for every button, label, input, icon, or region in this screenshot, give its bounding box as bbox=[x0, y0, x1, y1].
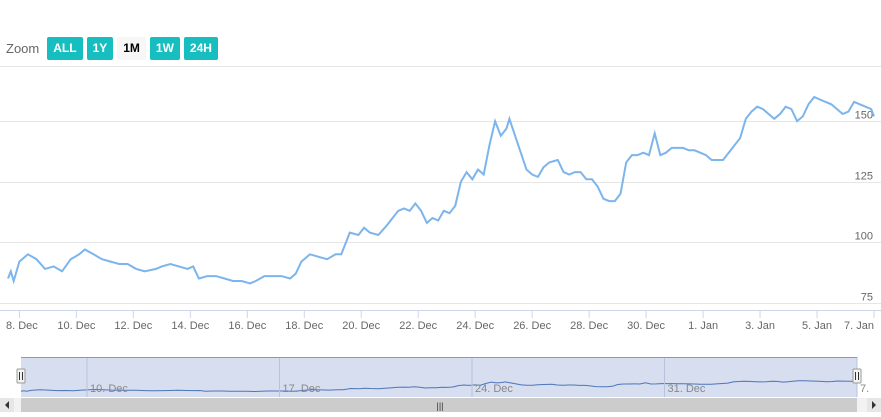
navigator-tick-label: 31. Dec bbox=[668, 383, 706, 395]
x-tick-label: 14. Dec bbox=[171, 320, 209, 332]
x-tick-label: 5. Jan bbox=[802, 320, 832, 332]
navigator-tick-label: 7. bbox=[860, 383, 869, 395]
navigator-tick-label: 24. Dec bbox=[475, 383, 513, 395]
zoom-all-button[interactable]: ALL bbox=[47, 36, 83, 60]
x-tick-label: 18. Dec bbox=[285, 320, 323, 332]
x-tick-label: 24. Dec bbox=[456, 320, 494, 332]
scrollbar-grip[interactable]: ||| bbox=[436, 401, 443, 411]
x-tick-label: 28. Dec bbox=[570, 320, 608, 332]
x-tick-label: 3. Jan bbox=[745, 320, 775, 332]
y-tick-label: 125 bbox=[855, 171, 873, 183]
x-axis: 8. Dec 10. Dec 12. Dec 14. Dec 16. Dec 18. De… bbox=[0, 310, 881, 332]
x-tick-label: 7. Jan bbox=[844, 320, 874, 332]
navigator-tick-label: 17. Dec bbox=[283, 383, 321, 395]
navigator-right-handle[interactable] bbox=[852, 368, 862, 384]
grid-lines bbox=[0, 66, 881, 304]
y-tick-label: 100 bbox=[855, 231, 873, 243]
price-series-line bbox=[7, 95, 875, 285]
x-tick-label: 30. Dec bbox=[627, 320, 665, 332]
zoom-1m-button[interactable]: 1M bbox=[117, 36, 146, 60]
zoom-24h-button[interactable]: 24H bbox=[183, 36, 218, 60]
y-axis: 75 100 125 150 bbox=[855, 110, 873, 304]
zoom-label: Zoom bbox=[6, 40, 40, 56]
x-tick-label: 26. Dec bbox=[513, 320, 551, 332]
y-tick-label: 150 bbox=[855, 110, 873, 122]
x-tick-label: 22. Dec bbox=[399, 320, 437, 332]
navigator-tick-label: 10. Dec bbox=[90, 383, 128, 395]
x-tick-label: 8. Dec bbox=[6, 320, 38, 332]
scroll-left-button[interactable] bbox=[0, 398, 14, 412]
y-tick-label: 75 bbox=[861, 292, 873, 304]
x-tick-label: 16. Dec bbox=[228, 320, 266, 332]
navigator[interactable]: 10. Dec 17. Dec 24. Dec 31. Dec 7. ||| bbox=[0, 357, 881, 412]
x-tick-label: 20. Dec bbox=[342, 320, 380, 332]
navigator-series-line bbox=[20, 380, 858, 393]
x-tick-label: 10. Dec bbox=[57, 320, 95, 332]
x-tick-label: 12. Dec bbox=[114, 320, 152, 332]
range-selector: Zoom ALL 1Y 1M 1W 24H bbox=[6, 36, 218, 60]
navigator-left-handle[interactable] bbox=[16, 368, 26, 384]
x-tick-label: 1. Jan bbox=[688, 320, 718, 332]
zoom-1w-button[interactable]: 1W bbox=[149, 36, 180, 60]
navigator-scrollbar[interactable]: ||| bbox=[0, 398, 881, 412]
zoom-1y-button[interactable]: 1Y bbox=[86, 36, 114, 60]
scroll-right-button[interactable] bbox=[867, 398, 881, 412]
